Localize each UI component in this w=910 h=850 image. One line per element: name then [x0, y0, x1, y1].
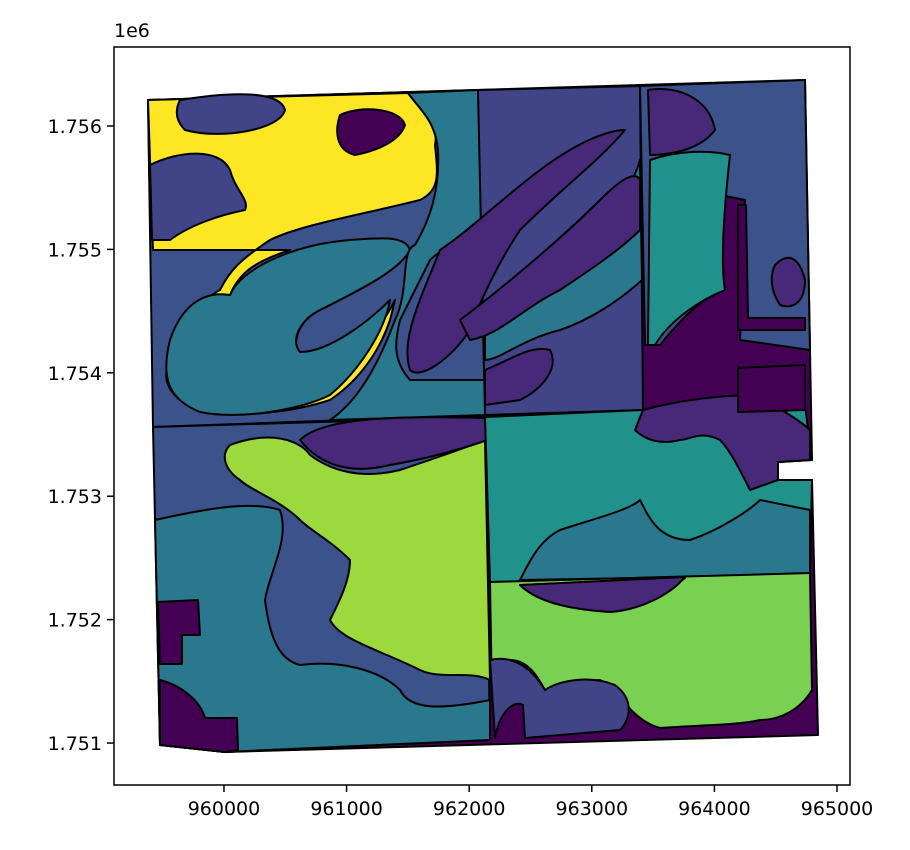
- parcel: [336, 108, 406, 156]
- y-tick-label: 1.756: [48, 116, 102, 138]
- parcel: [329, 89, 486, 421]
- parcel: [737, 364, 806, 413]
- parcel: [647, 88, 716, 156]
- x-tick-label: 965000: [801, 798, 874, 820]
- parcel: [406, 129, 626, 374]
- parcels: [147, 79, 819, 753]
- x-tick-label: 964000: [678, 798, 751, 820]
- axes-frame: [113, 46, 851, 786]
- parcel: [519, 499, 811, 581]
- parcel: [223, 436, 491, 681]
- y-offset-label: 1e6: [114, 20, 150, 42]
- parcel: [159, 679, 239, 753]
- parcel: [647, 150, 731, 346]
- parcel: [299, 416, 488, 470]
- y-tick-label: 1.753: [48, 486, 102, 508]
- x-tick-label: 960000: [188, 798, 261, 820]
- y-tick-label: 1.755: [48, 239, 102, 261]
- parcel: [165, 237, 411, 416]
- parcel: [149, 152, 247, 241]
- parcel: [634, 394, 811, 491]
- parcel: [154, 504, 491, 753]
- parcel: [484, 348, 554, 406]
- parcel: [489, 657, 630, 739]
- parcel: [737, 204, 806, 331]
- y-tick-label: 1.751: [48, 733, 102, 755]
- parcel: [519, 576, 686, 613]
- x-tick-label: 961000: [310, 798, 383, 820]
- parcel: [459, 175, 641, 341]
- parcel: [770, 256, 806, 308]
- parcel: [157, 599, 201, 665]
- y-tick-label: 1.754: [48, 363, 102, 385]
- parcel: [175, 93, 286, 135]
- x-tick-label: 963000: [556, 798, 629, 820]
- y-tick-label: 1.752: [48, 610, 102, 632]
- x-tick-label: 962000: [433, 798, 506, 820]
